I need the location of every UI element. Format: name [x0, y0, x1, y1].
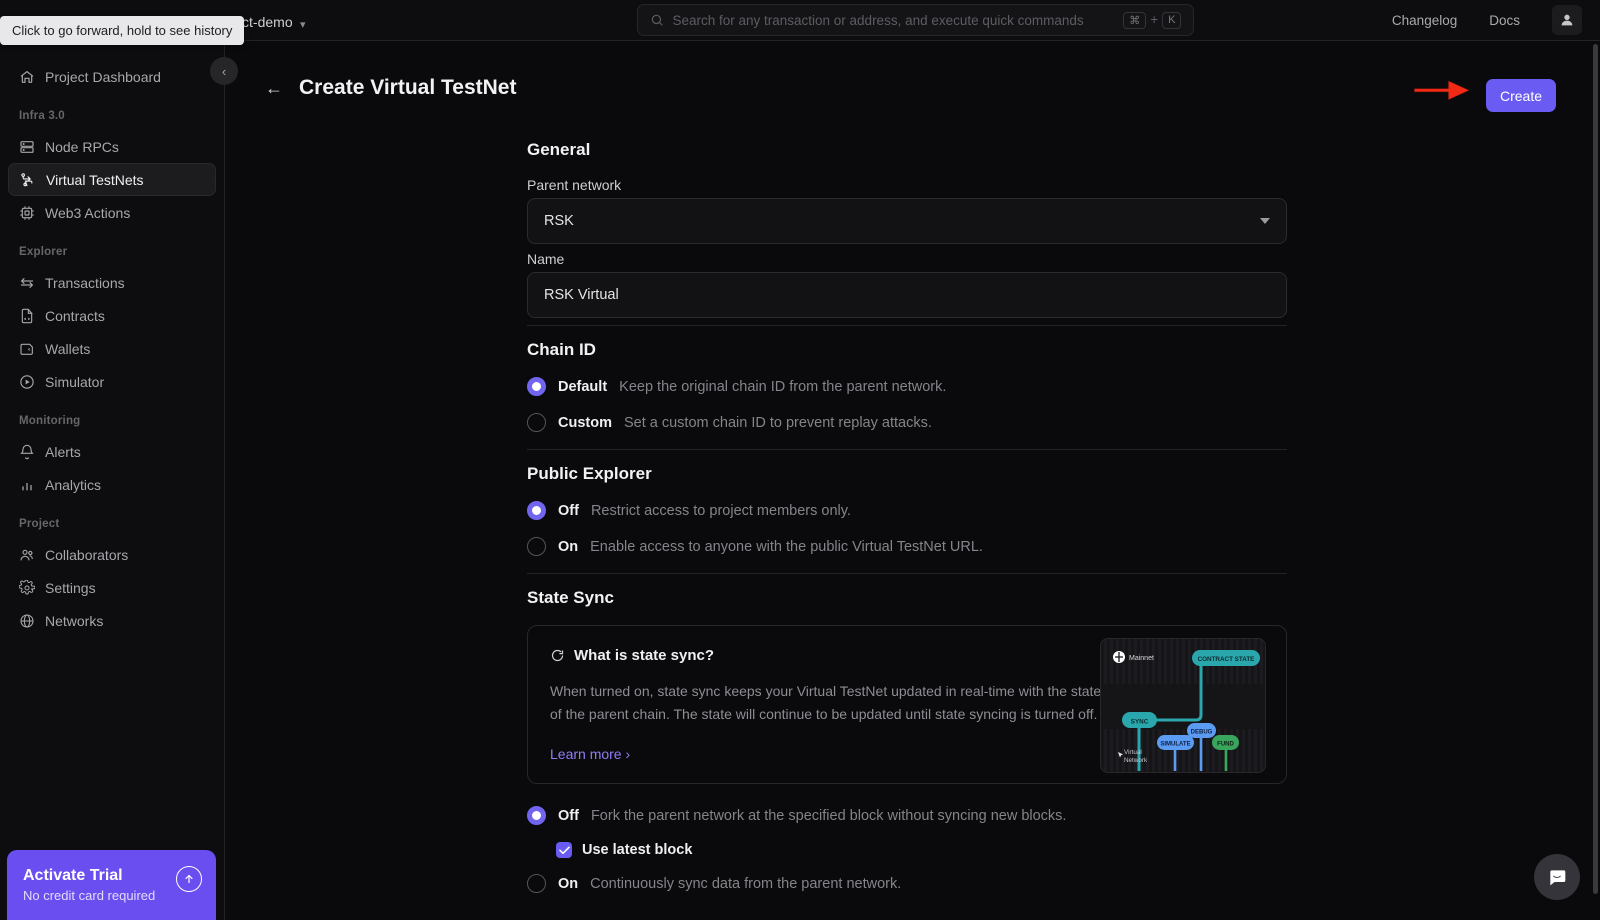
svg-text:DEBUG: DEBUG	[1191, 730, 1213, 736]
svg-text:Mainnet: Mainnet	[1129, 655, 1154, 662]
svg-text:Network: Network	[1124, 757, 1148, 764]
svg-text:SYNC: SYNC	[1131, 719, 1149, 726]
svg-text:FUND: FUND	[1217, 742, 1234, 748]
svg-text:SIMULATE: SIMULATE	[1160, 742, 1190, 748]
svg-text:Virtual: Virtual	[1124, 749, 1142, 756]
svg-text:CONTRACT STATE: CONTRACT STATE	[1198, 656, 1255, 663]
